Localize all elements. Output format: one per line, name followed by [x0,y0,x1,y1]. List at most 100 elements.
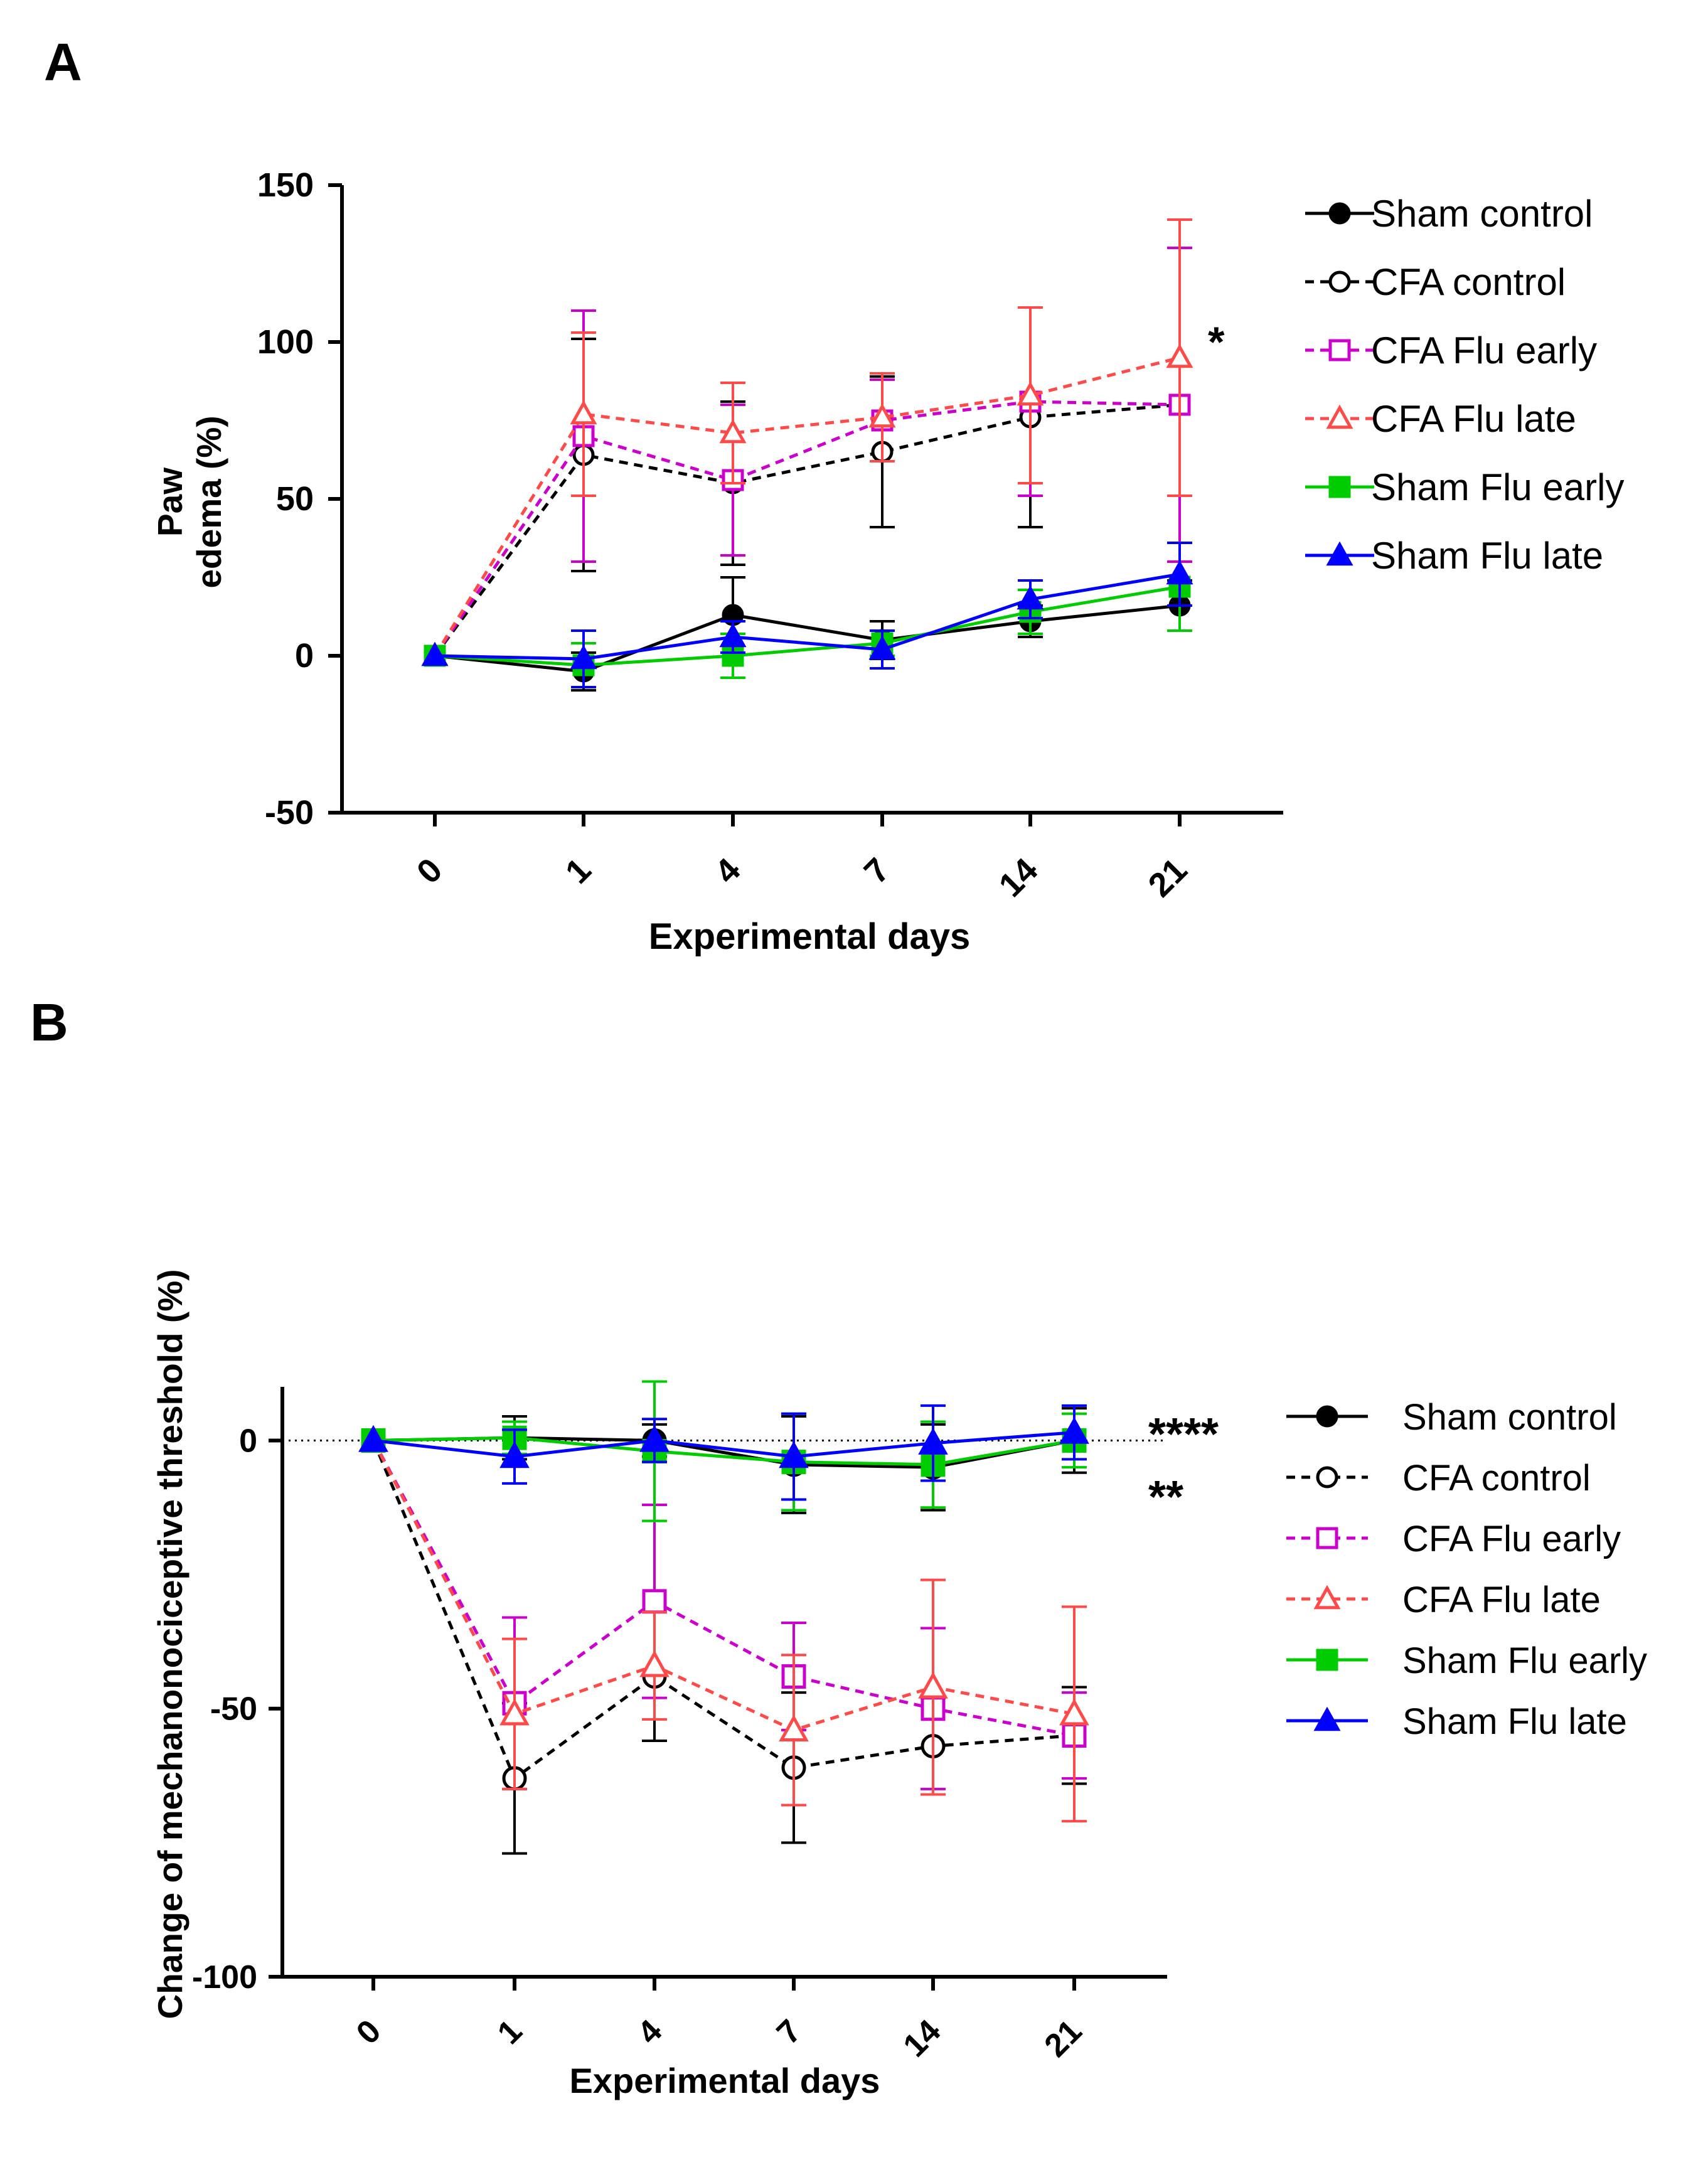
legend-marker [1316,1649,1338,1671]
legend-marker [1316,1405,1338,1428]
x-tick-label: 7 [857,851,897,891]
y-tick-label: 50 [276,480,314,518]
legend-label: Sham control [1371,193,1593,235]
data-point [868,403,896,428]
y-tick-label: -100 [192,1959,257,1996]
data-point [1059,1698,1089,1726]
legend-label: CFA Flu early [1371,329,1597,372]
series-line [434,572,1180,661]
data-point [1059,1416,1089,1444]
data-point [1017,381,1044,406]
panel-label-b: B [30,993,68,1052]
x-tick-label: 21 [1038,2013,1089,2064]
series-cfa-flu-late [421,218,1193,666]
series-line [433,403,1180,657]
data-point [499,1698,530,1726]
y-axis-label-line: Paw [151,468,189,537]
x-tick-label: 14 [992,851,1045,904]
y-tick-label: 100 [257,323,314,361]
series-line [371,1440,1075,1737]
x-tick-label: 7 [770,2013,808,2051]
series-cfa-flu-early [361,1428,1087,1790]
x-tick-label: 1 [558,851,599,891]
x-tick-label: 1 [491,2013,529,2051]
legend-label: Sham Flu early [1402,1640,1647,1681]
x-tick-label: 4 [708,851,748,891]
legend-label: CFA control [1402,1458,1591,1499]
legend-label: Sham Flu late [1402,1701,1627,1742]
data-point [570,400,597,425]
x-tick-label: 0 [350,2013,388,2051]
y-tick-label: -50 [210,1691,257,1728]
data-point [868,635,896,660]
data-point [642,1589,667,1614]
x-tick-label: 4 [631,2013,670,2051]
panel-label-a: A [44,33,82,92]
legend-marker [1328,270,1351,293]
legend-marker [1326,541,1353,566]
significance-annotation: * [1208,318,1225,366]
legend-label: CFA control [1371,261,1566,303]
legend-label: CFA Flu late [1402,1580,1601,1620]
legend-marker [1316,1466,1338,1489]
series-cfa-flu-late [358,1425,1089,1823]
data-point [570,644,597,670]
legend-marker [1328,339,1351,361]
legend-label: Sham control [1402,1397,1617,1438]
data-point [1017,585,1044,610]
series-sham-control [424,576,1192,692]
data-point [1166,343,1193,368]
legend: Sham control CFA control CFA Flu early CFA … [1286,1397,1647,1742]
data-point [639,1650,670,1677]
data-point [639,1425,670,1452]
y-tick-label: 0 [239,1423,257,1459]
y-tick-label: -50 [265,794,314,831]
y-tick-label: 0 [295,637,314,675]
series-line [373,1436,1075,1467]
legend-label: CFA Flu late [1371,398,1576,440]
legend-marker [1316,1527,1338,1549]
data-point [1166,560,1193,585]
series-cfa-control [361,1428,1087,1855]
data-point [421,641,449,666]
series-sham-control [361,1407,1087,1514]
y-axis-label: Pawedema (%) [151,415,228,588]
x-axis-label: Experimental days [649,916,971,957]
legend-marker [1326,404,1353,429]
data-point [358,1425,388,1452]
series-line [433,400,1180,657]
data-point [719,419,747,444]
data-point [779,1441,809,1468]
data-point [779,1714,809,1742]
legend-label: CFA Flu early [1402,1519,1621,1559]
legend-label: Sham Flu early [1371,466,1624,508]
series-line [371,1440,1075,1732]
series-line [373,1431,1075,1458]
series-sham-flu-late [421,542,1193,688]
data-point [499,1441,530,1468]
y-axis-label: Change of mechanonociceptive threshold (… [151,1270,189,2019]
x-tick-label: 21 [1141,851,1195,904]
y-axis-label-line: edema (%) [189,415,228,588]
series-line [434,604,1180,673]
data-point [918,1428,948,1455]
legend-marker [1328,202,1351,225]
x-tick-label: 0 [410,851,450,891]
x-tick-label: 14 [897,2013,948,2064]
significance-annotation: **** [1148,1409,1219,1460]
legend-label: Sham Flu late [1371,535,1603,577]
data-point [719,623,747,648]
series-line [433,356,1180,657]
legend: Sham control CFA control CFA Flu early CFA … [1305,193,1624,577]
legend-marker [1328,476,1351,498]
legend-marker [1313,1585,1341,1610]
series-line [434,585,1180,667]
significance-annotation: ** [1148,1472,1183,1522]
legend-marker [1313,1706,1341,1731]
series-line [371,1440,1075,1781]
y-tick-label: 150 [257,166,314,204]
data-point [918,1671,948,1699]
